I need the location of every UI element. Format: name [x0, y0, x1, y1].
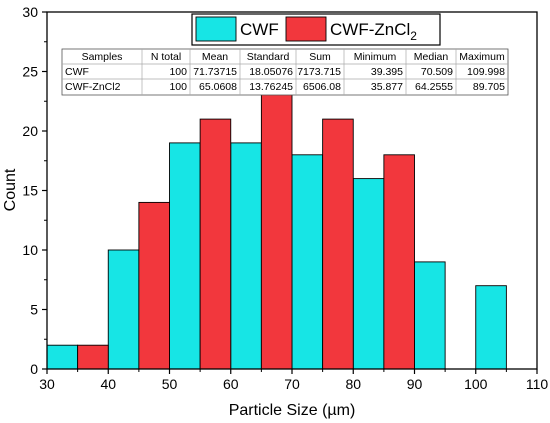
table-cell: 100 [169, 66, 187, 78]
y-axis-title: Count [2, 168, 19, 211]
legend: CWF CWF-ZnCl2 [191, 13, 441, 46]
table-cell: 89.705 [473, 81, 505, 93]
x-tick-label: 80 [345, 376, 361, 392]
table-frame [61, 48, 509, 96]
table-cell: 64.2555 [415, 81, 453, 93]
x-tick-label: 110 [526, 376, 549, 392]
table-cell: 70.509 [421, 66, 453, 78]
bar-cwf-zncl2 [260, 82, 293, 370]
table-header-cell: Samples [82, 51, 123, 63]
y-tick-label: 15 [22, 183, 38, 199]
y-tick-label: 20 [22, 123, 38, 139]
table-cell: 109.998 [467, 66, 505, 78]
table-cell: 100 [169, 81, 187, 93]
table-header-cell: Sum [309, 51, 331, 63]
table-cell: 7173.715 [297, 66, 341, 78]
bar-cwf-zncl2 [383, 154, 415, 370]
table-cell: CWF [65, 66, 89, 78]
x-tick-label: 30 [39, 376, 55, 392]
x-tick-label: 100 [464, 376, 488, 392]
table-cell: 71.73715 [193, 66, 237, 78]
y-tick-label: 25 [22, 64, 38, 80]
bar-cwf [230, 142, 262, 370]
table-cell: 35.877 [371, 81, 403, 93]
bar-cwf-zncl2 [322, 118, 354, 370]
table-cell: 6506.08 [303, 81, 341, 93]
bar-cwf-zncl2 [77, 344, 109, 370]
y-tick-label: 30 [22, 4, 38, 20]
y-tick-label: 0 [30, 361, 38, 377]
bar-cwf-zncl2 [138, 201, 170, 370]
bar-cwf [169, 142, 201, 370]
bar-cwf [107, 249, 140, 370]
table-cell: 65.0608 [199, 81, 237, 93]
table-header-cell: Maximum [459, 51, 505, 63]
bars-layer [46, 82, 507, 370]
bar-cwf [475, 285, 507, 370]
table-cell: 39.395 [371, 66, 403, 78]
legend-swatch-cwf-zncl2 [285, 16, 327, 42]
legend-swatch-cwf [195, 16, 237, 42]
stats-table: Samples N total Mean Standard Sum Minimum Medi… [61, 48, 509, 96]
y-tick-label: 5 [30, 302, 38, 318]
bar-cwf [352, 178, 385, 370]
x-tick-label: 60 [223, 376, 239, 392]
bar-cwf [291, 154, 324, 370]
table-cell: 13.76245 [249, 81, 293, 93]
table-header-cell: Median [414, 51, 449, 63]
x-tick-label: 90 [407, 376, 423, 392]
legend-label-cwf-zncl2: CWF-ZnCl2 [330, 20, 417, 43]
table-header-cell: Standard [247, 51, 290, 63]
bar-cwf [46, 344, 79, 370]
table-cell: 18.05076 [249, 66, 293, 78]
x-tick-label: 40 [100, 376, 116, 392]
table-cell: CWF-ZnCl2 [65, 81, 121, 93]
x-tick-label: 70 [284, 376, 300, 392]
table-header-cell: Mean [202, 51, 228, 63]
table-header-cell: N total [151, 51, 181, 63]
x-tick-label: 50 [162, 376, 178, 392]
table-header-cell: Minimum [354, 51, 397, 63]
ticks-layer: 30 40 50 60 70 80 90 100 110 0 5 10 15 20 25 30 [22, 4, 548, 392]
legend-label-cwf: CWF [240, 20, 279, 39]
x-axis-title: Particle Size (µm) [229, 402, 356, 419]
bar-cwf-zncl2 [199, 118, 232, 370]
y-tick-label: 10 [22, 242, 38, 258]
bar-cwf [414, 261, 446, 370]
